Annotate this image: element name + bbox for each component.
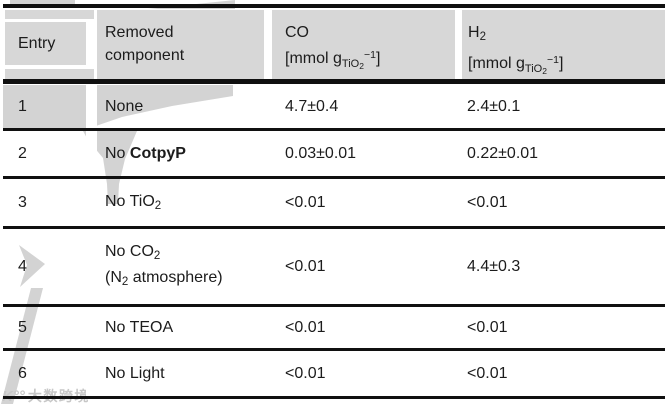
column-header-entry: Entry (5, 22, 86, 65)
row-divider (3, 176, 665, 179)
cell-removed-component: No TiO2 (105, 193, 162, 212)
cell-entry: 2 (18, 144, 27, 162)
cell-h2-value: <0.01 (467, 193, 508, 211)
cell-removed-component: No Light (105, 364, 165, 382)
cell-removed-component: None (105, 97, 144, 115)
cell-co-value: 4.7±0.4 (285, 97, 339, 115)
column-header-removed-line2: component (105, 47, 185, 64)
cell-entry: 1 (18, 97, 27, 115)
row-divider (3, 304, 665, 307)
cell-co-value: <0.01 (285, 257, 326, 275)
header-bottom-rule (3, 79, 665, 84)
column-header-co-unit: [mmol gTiO2−1] (285, 49, 381, 71)
row-divider (3, 128, 665, 131)
cell-removed-component: No TEOA (105, 318, 174, 336)
cell-entry: 5 (18, 318, 27, 336)
cell-h2-value: 2.4±0.1 (467, 97, 521, 115)
row-divider (3, 226, 665, 229)
cell-entry: 4 (18, 257, 27, 275)
cell-h2-value: 0.22±0.01 (467, 144, 539, 162)
table-row-1: 1 None 4.7±0.4 2.4±0.1 (3, 85, 665, 128)
row-divider (3, 348, 665, 351)
column-header-removed-component: Removed component (97, 10, 264, 79)
table-top-rule (3, 4, 665, 8)
table-row-3: 3 No TiO2 <0.01 <0.01 (3, 179, 665, 226)
column-header-h2-gas: H2 (468, 24, 486, 43)
column-gap-divider (455, 4, 462, 396)
table-row-5: 5 No TEOA <0.01 <0.01 (3, 307, 665, 348)
cell-entry: 6 (18, 364, 27, 382)
column-header-entry-label: Entry (18, 35, 56, 52)
cell-co-value: <0.01 (285, 318, 326, 336)
column-header-removed-line1: Removed (105, 24, 174, 41)
cell-removed-component: No CO2 (N2 atmosphere) (97, 241, 272, 293)
cell-co-value: <0.01 (285, 364, 326, 382)
table-row-2: 2 No CotpyP 0.03±0.01 0.22±0.01 (3, 131, 665, 176)
cell-removed-component-line1: No CO2 (105, 242, 161, 262)
cell-removed-component: No CotpyP (105, 144, 186, 162)
cell-co-value: <0.01 (285, 193, 326, 211)
column-header-h2-unit: [mmol gTiO2−1] (468, 54, 564, 76)
column-header-co: CO [mmol gTiO2−1] (272, 10, 455, 79)
cell-h2-value: 4.4±0.3 (467, 257, 521, 275)
cell-co-value: 0.03±0.01 (285, 144, 357, 162)
column-gap-divider (86, 4, 97, 396)
cell-removed-component-line2: (N2 atmosphere) (105, 268, 223, 288)
cell-h2-value: <0.01 (467, 318, 508, 336)
table-row-6: 6 No Light <0.01 <0.01 (3, 351, 665, 396)
column-header-h2: H2 [mmol gTiO2−1] (462, 10, 665, 79)
cell-h2-value: <0.01 (467, 364, 508, 382)
header-entry-strip-top (5, 10, 94, 19)
cell-entry: 3 (18, 193, 27, 211)
table-bottom-rule (3, 396, 665, 399)
table-row-4: 4 No CO2 (N2 atmosphere) <0.01 4.4±0.3 (3, 229, 665, 304)
column-header-co-gas: CO (285, 24, 309, 41)
header-entry-strip-bottom (5, 69, 94, 79)
column-gap-divider (264, 4, 272, 396)
